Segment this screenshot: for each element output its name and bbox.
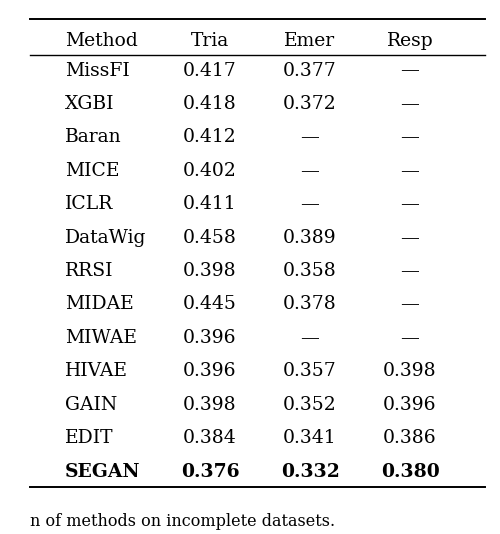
- Text: 0.458: 0.458: [183, 229, 237, 247]
- Text: MIDAE: MIDAE: [65, 295, 134, 313]
- Text: 0.377: 0.377: [283, 61, 337, 80]
- Text: —: —: [400, 195, 419, 213]
- Text: Resp: Resp: [386, 32, 434, 50]
- Text: MICE: MICE: [65, 162, 120, 180]
- Text: HIVAE: HIVAE: [65, 362, 128, 380]
- Text: —: —: [400, 329, 419, 347]
- Text: 0.341: 0.341: [283, 429, 337, 447]
- Text: 0.418: 0.418: [183, 95, 237, 113]
- Text: 0.396: 0.396: [183, 329, 237, 347]
- Text: —: —: [300, 128, 320, 146]
- Text: 0.398: 0.398: [183, 262, 237, 280]
- Text: 0.402: 0.402: [183, 162, 237, 180]
- Text: —: —: [400, 295, 419, 313]
- Text: Tria: Tria: [191, 32, 229, 50]
- Text: —: —: [400, 95, 419, 113]
- Text: —: —: [300, 329, 320, 347]
- Text: —: —: [400, 229, 419, 247]
- Text: —: —: [400, 61, 419, 80]
- Text: 0.396: 0.396: [183, 362, 237, 380]
- Text: 0.412: 0.412: [183, 128, 237, 146]
- Text: —: —: [300, 162, 320, 180]
- Text: 0.396: 0.396: [384, 396, 437, 414]
- Text: 0.389: 0.389: [283, 229, 337, 247]
- Text: GAIN: GAIN: [65, 396, 117, 414]
- Text: 0.358: 0.358: [283, 262, 337, 280]
- Text: 0.376: 0.376: [180, 462, 240, 481]
- Text: EDIT: EDIT: [65, 429, 114, 447]
- Text: Method: Method: [65, 32, 138, 50]
- Text: XGBI: XGBI: [65, 95, 114, 113]
- Text: 0.372: 0.372: [283, 95, 337, 113]
- Text: Emer: Emer: [284, 32, 336, 50]
- Text: 0.398: 0.398: [183, 396, 237, 414]
- Text: DataWig: DataWig: [65, 229, 146, 247]
- Text: SEGAN: SEGAN: [65, 462, 140, 481]
- Text: RRSI: RRSI: [65, 262, 114, 280]
- Text: 0.384: 0.384: [183, 429, 237, 447]
- Text: 0.386: 0.386: [383, 429, 437, 447]
- Text: —: —: [400, 262, 419, 280]
- Text: —: —: [400, 128, 419, 146]
- Text: ICLR: ICLR: [65, 195, 114, 213]
- Text: 0.378: 0.378: [283, 295, 337, 313]
- Text: n of methods on incomplete datasets.: n of methods on incomplete datasets.: [30, 513, 335, 530]
- Text: MissFI: MissFI: [65, 61, 130, 80]
- Text: 0.411: 0.411: [183, 195, 237, 213]
- Text: 0.380: 0.380: [380, 462, 440, 481]
- Text: 0.445: 0.445: [183, 295, 237, 313]
- Text: 0.332: 0.332: [280, 462, 340, 481]
- Text: 0.398: 0.398: [383, 362, 437, 380]
- Text: 0.352: 0.352: [283, 396, 337, 414]
- Text: —: —: [400, 162, 419, 180]
- Text: MIWAE: MIWAE: [65, 329, 137, 347]
- Text: 0.357: 0.357: [283, 362, 337, 380]
- Text: —: —: [300, 195, 320, 213]
- Text: Baran: Baran: [65, 128, 122, 146]
- Text: 0.417: 0.417: [183, 61, 237, 80]
